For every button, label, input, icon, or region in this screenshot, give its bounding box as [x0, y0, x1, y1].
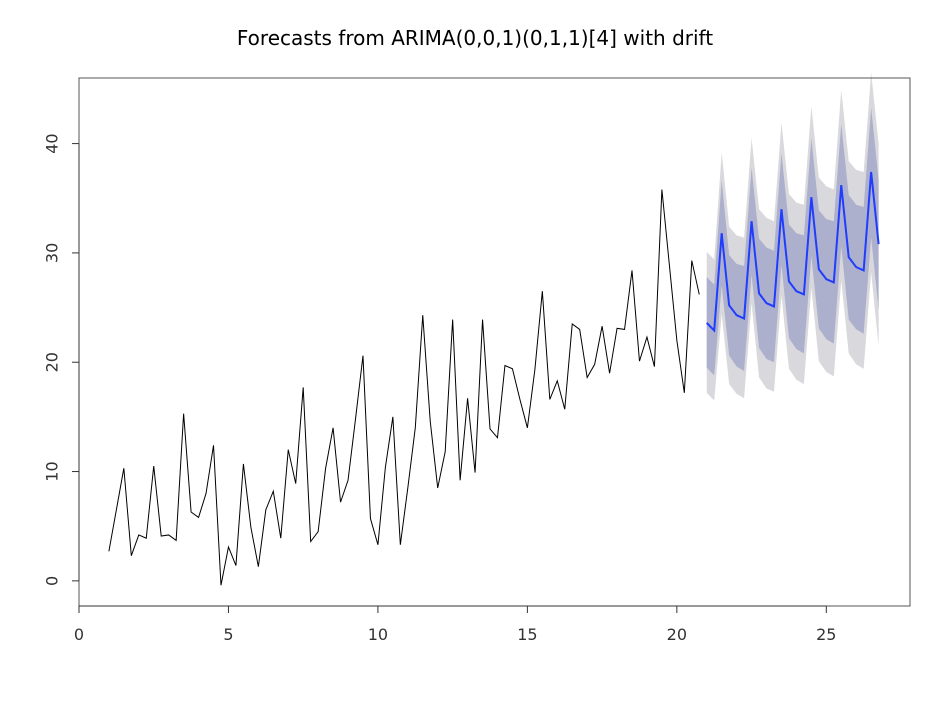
y-tick-label: 40 [43, 133, 62, 153]
plot-frame [78, 77, 911, 607]
forecast-line [706, 171, 880, 333]
y-tick-label: 20 [43, 352, 62, 372]
x-tick-label: 20 [667, 625, 687, 644]
x-tick-label: 15 [517, 625, 537, 644]
x-tick-label: 5 [223, 625, 233, 644]
prediction-intervals [706, 72, 879, 401]
series-lines [108, 171, 880, 586]
x-tick-label: 0 [74, 625, 84, 644]
x-axis: 0 5 10 15 20 25 [74, 605, 836, 644]
chart-title: Forecasts from ARIMA(0,0,1)(0,1,1)[4] wi… [236, 26, 714, 50]
y-axis: 0 10 20 30 40 [43, 133, 80, 586]
y-tick-label: 30 [43, 243, 62, 263]
x-tick-label: 25 [816, 625, 836, 644]
y-tick-label: 10 [43, 461, 62, 481]
x-tick-label: 10 [368, 625, 388, 644]
band-80 [706, 107, 879, 376]
history-line [108, 189, 700, 586]
y-tick-label: 0 [43, 576, 62, 586]
